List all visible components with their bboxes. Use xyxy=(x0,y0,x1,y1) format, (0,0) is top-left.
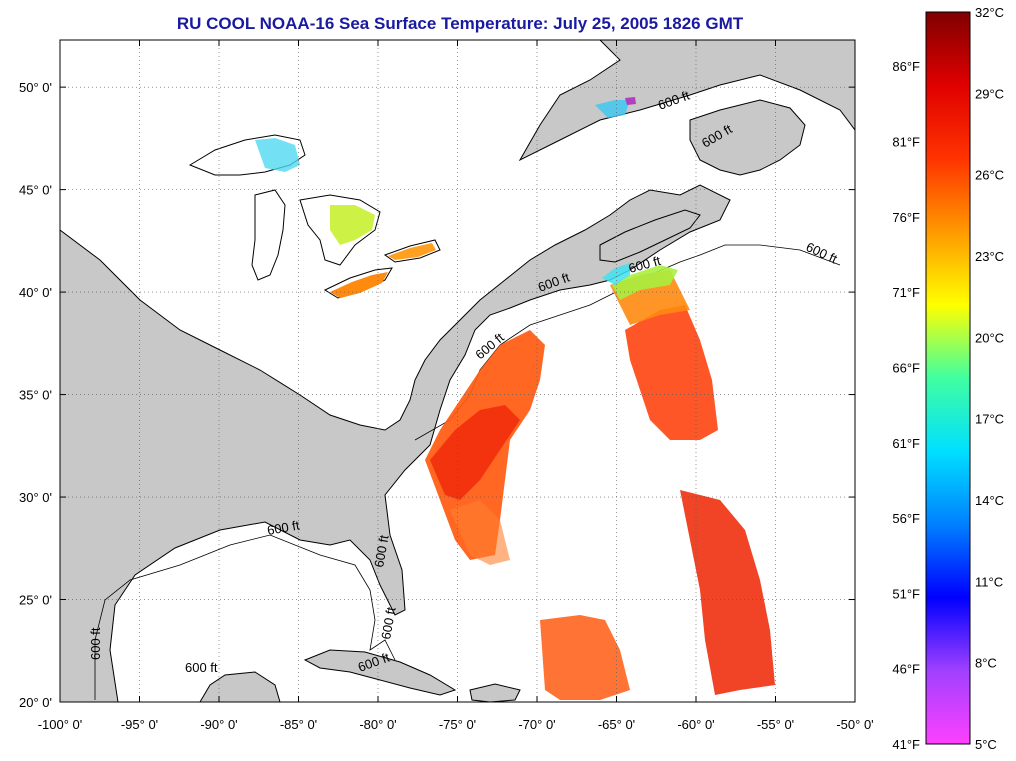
sst-st-lawrence-purple xyxy=(625,97,636,105)
sst-st-lawrence xyxy=(595,100,630,118)
sst-swath-south xyxy=(680,490,775,695)
sst-lake-huron xyxy=(330,205,375,245)
x-tick-label: -50° 0' xyxy=(836,717,873,732)
contour-label: 600 ft xyxy=(185,660,218,675)
sst-swath-east xyxy=(625,305,718,440)
x-tick-label: -85° 0' xyxy=(280,717,317,732)
lake-michigan xyxy=(251,189,286,281)
y-tick-label: 25° 0' xyxy=(19,593,52,608)
land-cuba xyxy=(303,649,457,696)
y-tick-label: 35° 0' xyxy=(19,388,52,403)
sst-swath-west-hot xyxy=(430,405,520,500)
sst-lake-ontario xyxy=(388,243,436,260)
y-tick-label: 45° 0' xyxy=(19,183,52,198)
land-hispaniola xyxy=(469,683,521,702)
sst-swath-mid xyxy=(450,500,510,565)
y-tick-label: 40° 0' xyxy=(19,285,52,300)
land-yucatan xyxy=(199,671,281,702)
gridlines xyxy=(60,40,855,702)
sst-swath-east-cyan xyxy=(602,263,630,285)
sst-swath-south-west xyxy=(540,615,630,700)
axes: -100° 0' -95° 0' -90° 0' -85° 0' -80° 0' -75°… xyxy=(19,40,874,732)
y-tick-label: 50° 0' xyxy=(19,80,52,95)
land-nova-scotia xyxy=(599,209,701,263)
x-tick-label: -95° 0' xyxy=(121,717,158,732)
x-tick-label: -80° 0' xyxy=(359,717,396,732)
x-tick-label: -70° 0' xyxy=(518,717,555,732)
x-tick-label: -55° 0' xyxy=(757,717,794,732)
y-tick-label: 30° 0' xyxy=(19,490,52,505)
land-newfoundland xyxy=(689,99,806,176)
sst-lake-erie xyxy=(330,272,388,298)
x-tick-label: -100° 0' xyxy=(38,717,83,732)
contour-label: 600 ft xyxy=(88,627,103,660)
contour-label: 600 ft xyxy=(371,534,391,569)
sst-lake-superior xyxy=(255,138,300,172)
map-title: RU COOL NOAA-16 Sea Surface Temperature:… xyxy=(176,14,744,33)
x-tick-label: -90° 0' xyxy=(200,717,237,732)
sst-swath-east-cool xyxy=(612,265,678,300)
x-tick-label: -60° 0' xyxy=(677,717,714,732)
contour-label: 600 ft xyxy=(266,517,301,537)
y-tick-label: 20° 0' xyxy=(19,695,52,710)
x-tick-label: -65° 0' xyxy=(598,717,635,732)
contour-label: 600 ft xyxy=(378,606,398,641)
x-tick-label: -75° 0' xyxy=(439,717,476,732)
